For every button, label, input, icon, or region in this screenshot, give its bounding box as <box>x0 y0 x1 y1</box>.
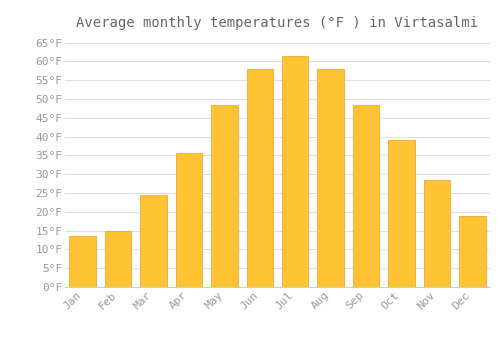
Bar <box>318 69 344 287</box>
Bar <box>353 105 380 287</box>
Bar <box>246 69 273 287</box>
Bar <box>424 180 450 287</box>
Bar <box>140 195 167 287</box>
Bar <box>459 216 485 287</box>
Title: Average monthly temperatures (°F ) in Virtasalmi: Average monthly temperatures (°F ) in Vi… <box>76 16 478 30</box>
Bar <box>282 56 308 287</box>
Bar <box>388 140 414 287</box>
Bar <box>211 105 238 287</box>
Bar <box>70 236 96 287</box>
Bar <box>176 154 202 287</box>
Bar <box>105 231 132 287</box>
